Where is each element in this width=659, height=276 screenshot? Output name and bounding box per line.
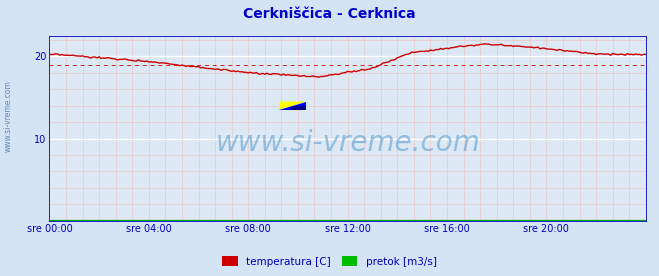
Text: Cerkniščica - Cerknica: Cerkniščica - Cerknica: [243, 7, 416, 21]
Text: www.si-vreme.com: www.si-vreme.com: [215, 129, 480, 157]
Polygon shape: [279, 102, 306, 110]
Legend: temperatura [C], pretok [m3/s]: temperatura [C], pretok [m3/s]: [218, 252, 441, 271]
Text: www.si-vreme.com: www.si-vreme.com: [3, 80, 13, 152]
Bar: [293, 106, 306, 110]
Polygon shape: [279, 102, 306, 110]
